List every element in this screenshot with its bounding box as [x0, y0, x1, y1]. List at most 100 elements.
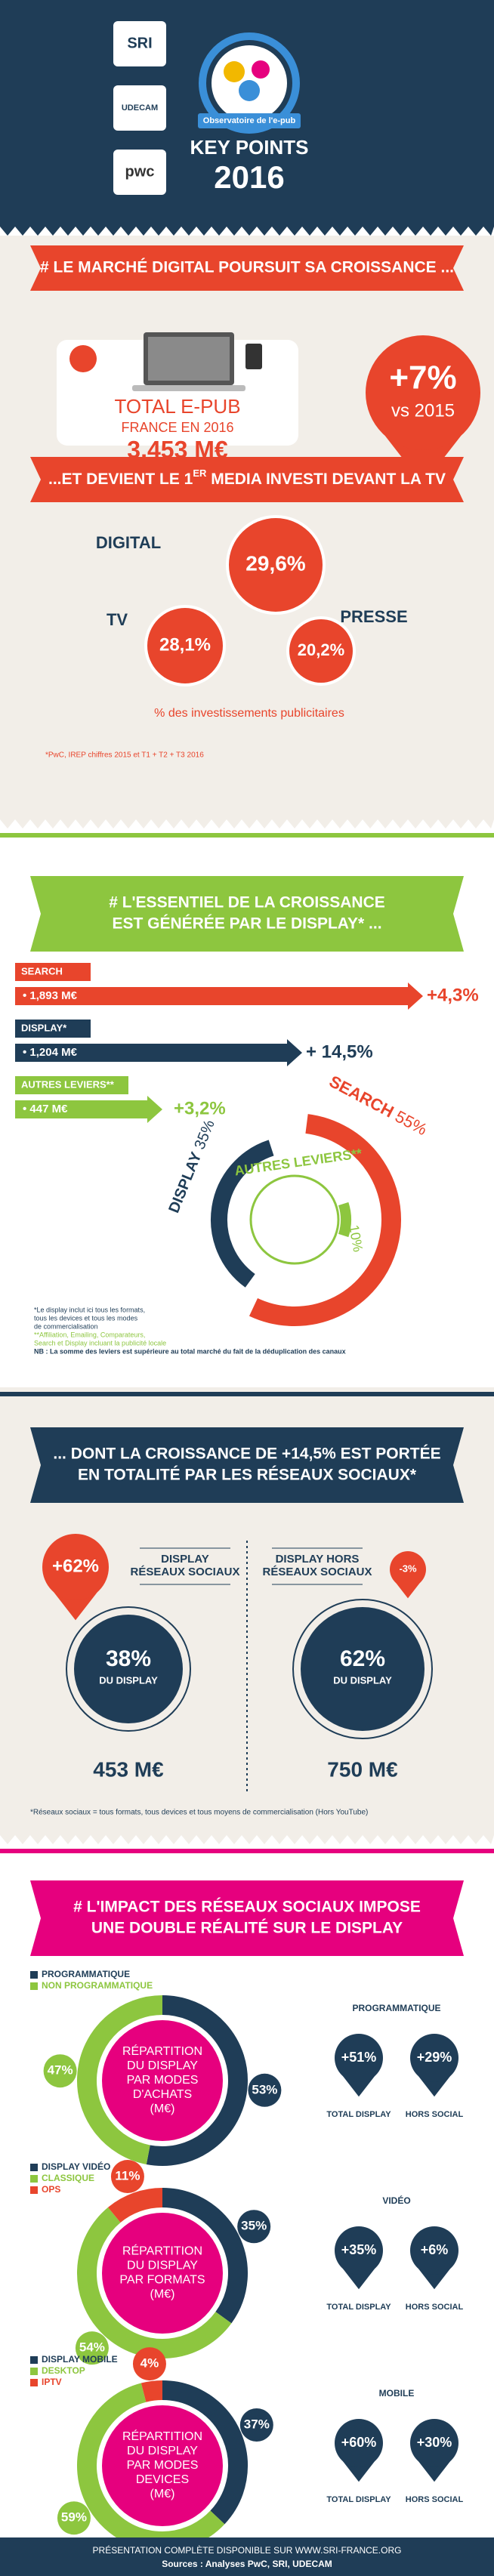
- group-label: RÉSEAUX SOCIAUX: [130, 1566, 239, 1578]
- logo-text: pwc: [125, 163, 155, 180]
- segment-badge: [239, 2408, 273, 2442]
- share-ring: [66, 1606, 191, 1732]
- header-title: KEY POINTS: [190, 136, 308, 159]
- media-name: TV: [107, 610, 128, 629]
- banner-shape: [30, 876, 464, 952]
- badge-dot: [224, 61, 245, 82]
- badge-ring: [199, 32, 300, 134]
- donut-center-text: DU DISPLAY: [127, 2445, 198, 2457]
- banner-text: EST GÉNÉRÉE PAR LE DISPLAY* ...: [112, 915, 381, 933]
- logo-text: UDECAM: [122, 103, 158, 113]
- segment-badge: [132, 2347, 166, 2381]
- growth-pin: [335, 2226, 383, 2275]
- donut-center-text: RÉPARTITION: [122, 2044, 202, 2058]
- donut-arc: [338, 1202, 351, 1238]
- growth-value: +51%: [341, 2050, 377, 2065]
- growth-value: +6%: [421, 2242, 449, 2257]
- donut-center: [102, 2213, 223, 2334]
- share-value: 62%: [340, 1646, 385, 1671]
- legend-swatch: [30, 2356, 38, 2364]
- segment-badge: [248, 2073, 282, 2107]
- donut-segment: [146, 1995, 248, 2166]
- banner-shape: [30, 1880, 464, 1956]
- donut-segment: [77, 2207, 232, 2359]
- donut-arc: [249, 1114, 401, 1326]
- growth-arrow: [15, 1039, 302, 1066]
- share-value: 38%: [106, 1646, 151, 1671]
- growth-arrow: [15, 983, 423, 1010]
- bar-name: AUTRES LEVIERS**: [21, 1078, 115, 1090]
- share-sub: DU DISPLAY: [99, 1674, 158, 1686]
- legend-swatch: [30, 2164, 38, 2171]
- media-bubble: [289, 619, 353, 683]
- badge-dot: [252, 60, 270, 79]
- segment-badge: [43, 2054, 77, 2088]
- amount: 750 M€: [327, 1757, 398, 1781]
- donut-segment: [77, 1995, 163, 2164]
- footnote: de commercialisation: [34, 1322, 98, 1330]
- legend-swatch: [30, 1982, 38, 1990]
- group-label: DISPLAY: [161, 1553, 209, 1566]
- legend-swatch: [30, 2186, 38, 2194]
- banner-shape: [30, 457, 464, 502]
- segment-label: 47%: [48, 2063, 73, 2078]
- donut-center: [102, 2020, 223, 2141]
- pin-label: TOTAL DISPLAY: [326, 2495, 391, 2504]
- bar-growth: +3,2%: [174, 1098, 226, 1118]
- segment-label: 53%: [252, 2082, 277, 2096]
- footnote: **Affiliation, Emailing, Comparateurs,: [34, 1331, 145, 1338]
- share-ring: [292, 1599, 433, 1739]
- bar-growth: + 14,5%: [306, 1041, 373, 1062]
- donut-center-text: (M€): [150, 2488, 175, 2500]
- growth-pin: [390, 1551, 426, 1587]
- segment-badge: [57, 2501, 91, 2535]
- legend-swatch: [30, 2368, 38, 2375]
- pin-heading: PROGRAMMATIQUE: [352, 2003, 440, 2013]
- footer-bg: [0, 2537, 494, 2576]
- donut-center: [102, 2405, 223, 2526]
- segment-label: 4%: [140, 2356, 159, 2371]
- bar-amount: • 1,204 M€: [23, 1046, 78, 1059]
- tablet-icon: [245, 344, 262, 369]
- media-name: DIGITAL: [96, 533, 161, 552]
- banner-shape: [30, 1427, 464, 1503]
- footnote: NB : La somme des leviers est supérieure…: [34, 1347, 346, 1355]
- banner-text: # L'ESSENTIEL DE LA CROISSANCE: [109, 894, 385, 912]
- donut-center-text: PAR MODES: [127, 2459, 199, 2472]
- pin-label: HORS SOCIAL: [406, 2110, 464, 2119]
- bar-name: DISPLAY*: [21, 1022, 67, 1033]
- footnote: *Réseaux sociaux = tous formats, tous de…: [30, 1809, 368, 1817]
- growth-value: +7%: [389, 359, 456, 396]
- badge-text: Observatoire de l'e-pub: [203, 116, 296, 125]
- donut-center-text: DEVICES: [136, 2473, 189, 2486]
- donut-segment: [162, 2380, 248, 2525]
- media-bubble: [229, 518, 323, 612]
- zigzag-edge: [0, 1835, 494, 1844]
- zigzag-edge: [0, 227, 494, 236]
- media-name: PRESSE: [340, 607, 407, 626]
- bar-amount: • 447 M€: [23, 1103, 68, 1115]
- pin-label: TOTAL DISPLAY: [326, 2303, 391, 2312]
- growth-pin: [410, 2419, 458, 2467]
- donut-center-text: D'ACHATS: [133, 2088, 192, 2101]
- media-share: 29,6%: [245, 551, 305, 575]
- donut-segment: [140, 2380, 163, 2402]
- bar-name: SEARCH: [21, 965, 63, 976]
- group-label: DISPLAY HORS: [276, 1553, 360, 1566]
- total-sub: FRANCE EN 2016: [121, 420, 233, 435]
- media-bubble: [147, 608, 223, 683]
- footnote: Search et Display incluant la publicité …: [34, 1339, 166, 1347]
- bar-label-box: [15, 1076, 128, 1094]
- header-year: 2016: [214, 159, 284, 195]
- donut-center-text: PAR FORMATS: [119, 2274, 205, 2287]
- share-circle: [301, 1607, 425, 1731]
- legend-text: DESKTOP: [42, 2365, 85, 2376]
- banner-text: EN TOTALITÉ PAR LES RÉSEAUX SOCIAUX*: [78, 1467, 417, 1484]
- donut-center-text: (M€): [150, 2102, 175, 2115]
- growth-value: +29%: [417, 2050, 452, 2065]
- legend-text: DISPLAY VIDÉO: [42, 2161, 110, 2172]
- segment-label: 54%: [79, 2340, 105, 2355]
- pin-label: HORS SOCIAL: [406, 2303, 464, 2312]
